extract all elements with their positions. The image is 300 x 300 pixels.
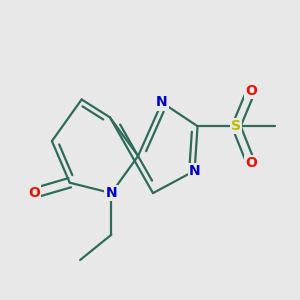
Text: O: O bbox=[28, 186, 40, 200]
Text: O: O bbox=[245, 84, 257, 98]
Text: N: N bbox=[189, 164, 200, 178]
Text: N: N bbox=[106, 186, 117, 200]
Text: O: O bbox=[245, 156, 257, 170]
Text: N: N bbox=[156, 95, 168, 110]
Text: S: S bbox=[231, 119, 241, 133]
